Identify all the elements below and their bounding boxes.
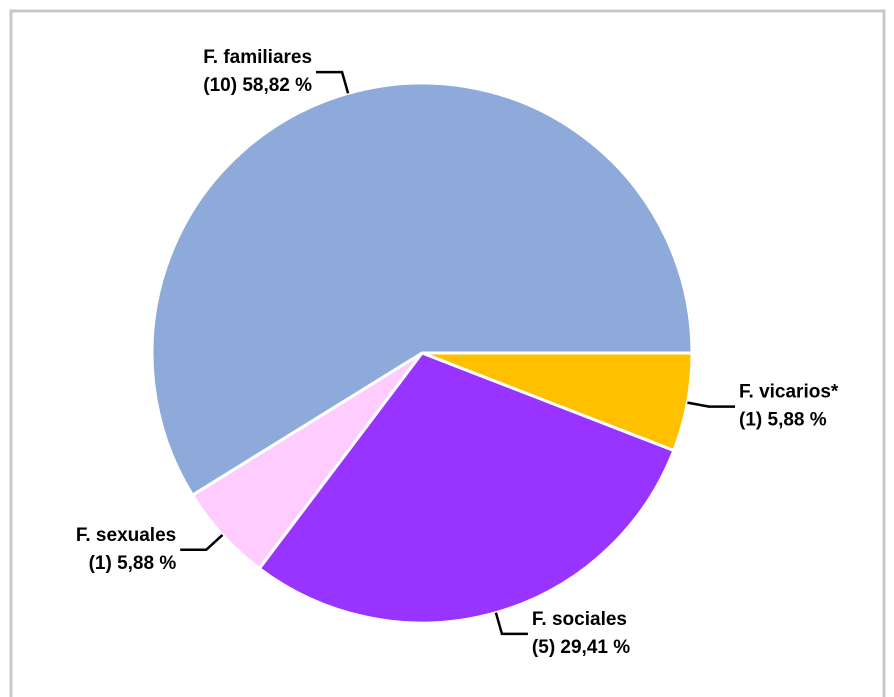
pie-slice [257, 351, 676, 625]
slice-value-label: (1) 5,88 % [89, 553, 177, 574]
slice-value-label: (5) 29,41 % [532, 637, 630, 658]
leader-line [180, 533, 224, 551]
slice-label: F. sexuales [76, 525, 176, 546]
leader-line [494, 612, 528, 636]
leader-line [687, 401, 736, 408]
slice-label: F. sociales [532, 609, 627, 630]
pie-slice [150, 81, 694, 498]
slice-label: F. familiares [203, 47, 312, 68]
slice-label: F. vicarios* [739, 382, 839, 403]
slice-value-label: (1) 5,88 % [739, 410, 827, 431]
slice-value-label: (10) 58,82 % [203, 75, 312, 96]
leader-line [316, 70, 350, 94]
